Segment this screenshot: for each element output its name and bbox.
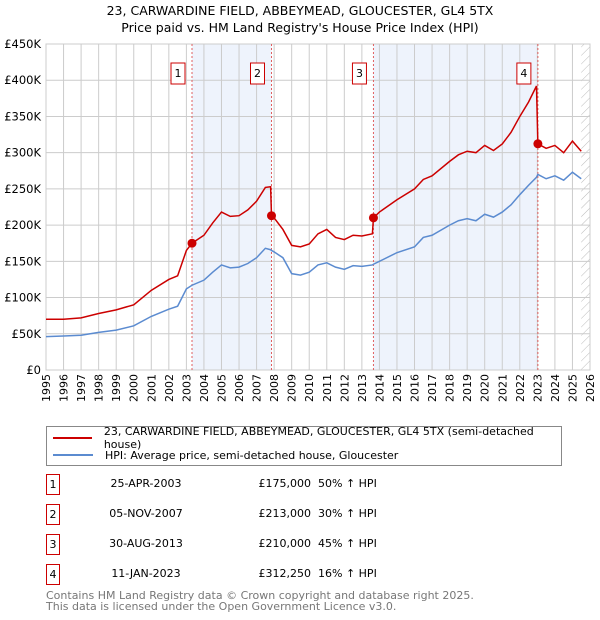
forecast-hatch: [581, 44, 590, 370]
sale-date: 25-APR-2003: [110, 477, 182, 490]
sale-marker-label: 1: [175, 67, 182, 80]
x-tick-label: 2007: [251, 374, 264, 402]
plot-frame: [45, 43, 591, 371]
y-tick-label: £200K: [4, 218, 41, 232]
sale-marker-label: 3: [356, 67, 363, 80]
sale-marker-box: [351, 62, 367, 85]
y-tick-label: £0: [26, 363, 41, 377]
y-tick-label: £450K: [4, 37, 41, 51]
sale-row: 4 11-JAN-2023 £312,250 16% ↑ HPI: [46, 564, 446, 586]
sale-price: £312,250: [258, 567, 312, 580]
y-tick-label: £100K: [4, 291, 41, 305]
x-tick-label: 2004: [198, 374, 211, 402]
x-tick-label: 2024: [549, 374, 562, 402]
x-tick-label: 2021: [496, 374, 509, 402]
x-tick-label: 2010: [303, 374, 316, 402]
y-tick-label: £50K: [12, 327, 42, 341]
legend: 23, CARWARDINE FIELD, ABBEYMEAD, GLOUCES…: [46, 425, 562, 466]
sale-marker-box: [249, 62, 265, 85]
legend-red-line: [53, 437, 92, 439]
x-tick-label: 2000: [128, 374, 141, 402]
x-tick-label: 1998: [93, 374, 106, 402]
chart-title: 23, CARWARDINE FIELD, ABBEYMEAD, GLOUCES…: [106, 3, 494, 18]
x-tick-label: 2026: [584, 374, 597, 402]
shaded-period: [192, 44, 272, 370]
hpi-line: [45, 171, 582, 338]
y-tick-label: £250K: [4, 182, 41, 196]
legend-blue-line: [53, 454, 93, 456]
sale-row: 2 05-NOV-2007 £213,000 30% ↑ HPI: [46, 504, 446, 526]
price-chart: 1995 1996 1997 1998 1999 2000 2001 2002 2003 2004…: [4, 37, 597, 402]
x-tick-label: 2013: [356, 374, 369, 402]
footer-licence: This data is licensed under the Open Gov…: [46, 600, 397, 613]
x-tick-label: 2022: [514, 374, 527, 402]
y-tick-label: £350K: [4, 109, 41, 123]
x-tick-label: 2016: [409, 374, 422, 402]
x-tick-label: 1999: [110, 374, 123, 402]
sale-number-badge: 4: [46, 564, 60, 585]
sale-row: 1 25-APR-2003 £175,000 50% ↑ HPI: [46, 474, 446, 496]
x-tick-label: 2015: [391, 374, 404, 402]
sale-number-badge: 2: [46, 504, 60, 525]
sale-hpi-change: 50% ↑ HPI: [318, 477, 377, 490]
x-tick-label: 2005: [215, 374, 228, 402]
sale-marker-label: 2: [254, 67, 261, 80]
sale-number-badge: 1: [46, 474, 60, 495]
x-tick-label: 2023: [531, 374, 544, 402]
y-tick-label: £400K: [4, 73, 41, 87]
legend-property: 23, CARWARDINE FIELD, ABBEYMEAD, GLOUCES…: [103, 425, 534, 451]
sale-point: [368, 213, 378, 223]
x-tick-label: 2009: [286, 374, 299, 402]
sale-marker-box: [170, 62, 186, 85]
sale-price: £175,000: [258, 477, 312, 490]
x-tick-label: 2017: [426, 374, 439, 402]
sale-point: [187, 238, 197, 248]
sale-hpi-change: 30% ↑ HPI: [318, 507, 377, 520]
sale-date: 30-AUG-2013: [109, 537, 183, 550]
x-tick-label: 2025: [566, 374, 579, 402]
x-tick-label: 1995: [40, 374, 53, 402]
x-tick-label: 2018: [444, 374, 457, 402]
x-tick-label: 2011: [321, 374, 334, 402]
footer-copyright: Contains HM Land Registry data © Crown c…: [46, 589, 474, 602]
x-tick-label: 2019: [461, 374, 474, 402]
x-tick-label: 2001: [145, 374, 158, 402]
sale-marker-box: [516, 62, 532, 85]
chart-subtitle: Price paid vs. HM Land Registry's House …: [121, 20, 479, 35]
sale-point: [533, 139, 543, 149]
sale-marker-label: 4: [520, 67, 527, 80]
property-price-line: [46, 85, 582, 321]
sale-point: [266, 211, 276, 221]
sale-date: 05-NOV-2007: [109, 507, 183, 520]
sale-row: 3 30-AUG-2013 £210,000 45% ↑ HPI: [46, 534, 446, 556]
y-tick-label: £300K: [4, 146, 41, 160]
sale-hpi-change: 16% ↑ HPI: [318, 567, 377, 580]
x-tick-label: 2014: [373, 374, 386, 402]
legend-hpi: HPI: Average price, semi-detached house,…: [105, 448, 399, 462]
sale-number-badge: 3: [46, 534, 60, 555]
x-tick-label: 2008: [268, 374, 281, 402]
y-tick-label: £150K: [4, 254, 41, 268]
sale-price: £213,000: [258, 507, 312, 520]
x-tick-label: 1996: [58, 374, 71, 402]
x-tick-label: 2020: [479, 374, 492, 402]
x-tick-label: 2006: [233, 374, 246, 402]
sale-price: £210,000: [258, 537, 312, 550]
x-tick-label: 1997: [75, 374, 88, 402]
sale-date: 11-JAN-2023: [111, 567, 181, 580]
x-tick-label: 2003: [180, 374, 193, 402]
shaded-period: [373, 44, 538, 370]
sale-hpi-change: 45% ↑ HPI: [318, 537, 377, 550]
x-tick-label: 2012: [338, 374, 351, 402]
x-tick-label: 2002: [163, 374, 176, 402]
